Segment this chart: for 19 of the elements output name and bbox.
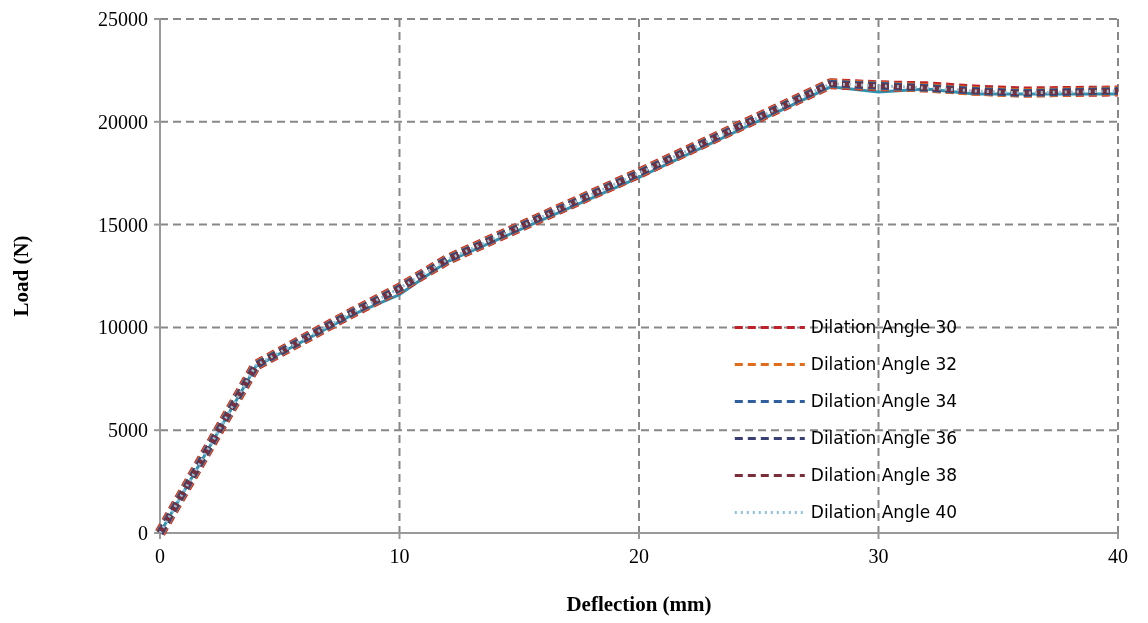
x-tick-label: 10 (389, 545, 410, 567)
y-tick-label: 5000 (108, 419, 148, 442)
legend-label: Dilation Angle 38 (810, 465, 958, 486)
x-tick-label: 30 (868, 545, 889, 567)
y-tick-label: 25000 (98, 8, 148, 30)
y-tick-label: 20000 (98, 110, 148, 133)
y-tick-label: 10000 (98, 316, 148, 339)
y-tick-label: 15000 (98, 213, 148, 236)
x-axis-title: Deflection (mm) (566, 592, 712, 616)
legend-label: Dilation Angle 34 (810, 391, 958, 412)
y-axis-title: Load (N) (9, 235, 33, 317)
x-tick-label: 40 (1108, 545, 1128, 567)
y-tick-label: 0 (138, 522, 148, 544)
legend-label: Dilation Angle 30 (810, 317, 958, 338)
x-tick-label: 20 (629, 545, 649, 567)
x-tick-label: 0 (155, 545, 165, 567)
legend-label: Dilation Angle 32 (810, 354, 958, 375)
legend-label: Dilation Angle 40 (810, 502, 958, 523)
legend-label: Dilation Angle 36 (810, 428, 958, 449)
